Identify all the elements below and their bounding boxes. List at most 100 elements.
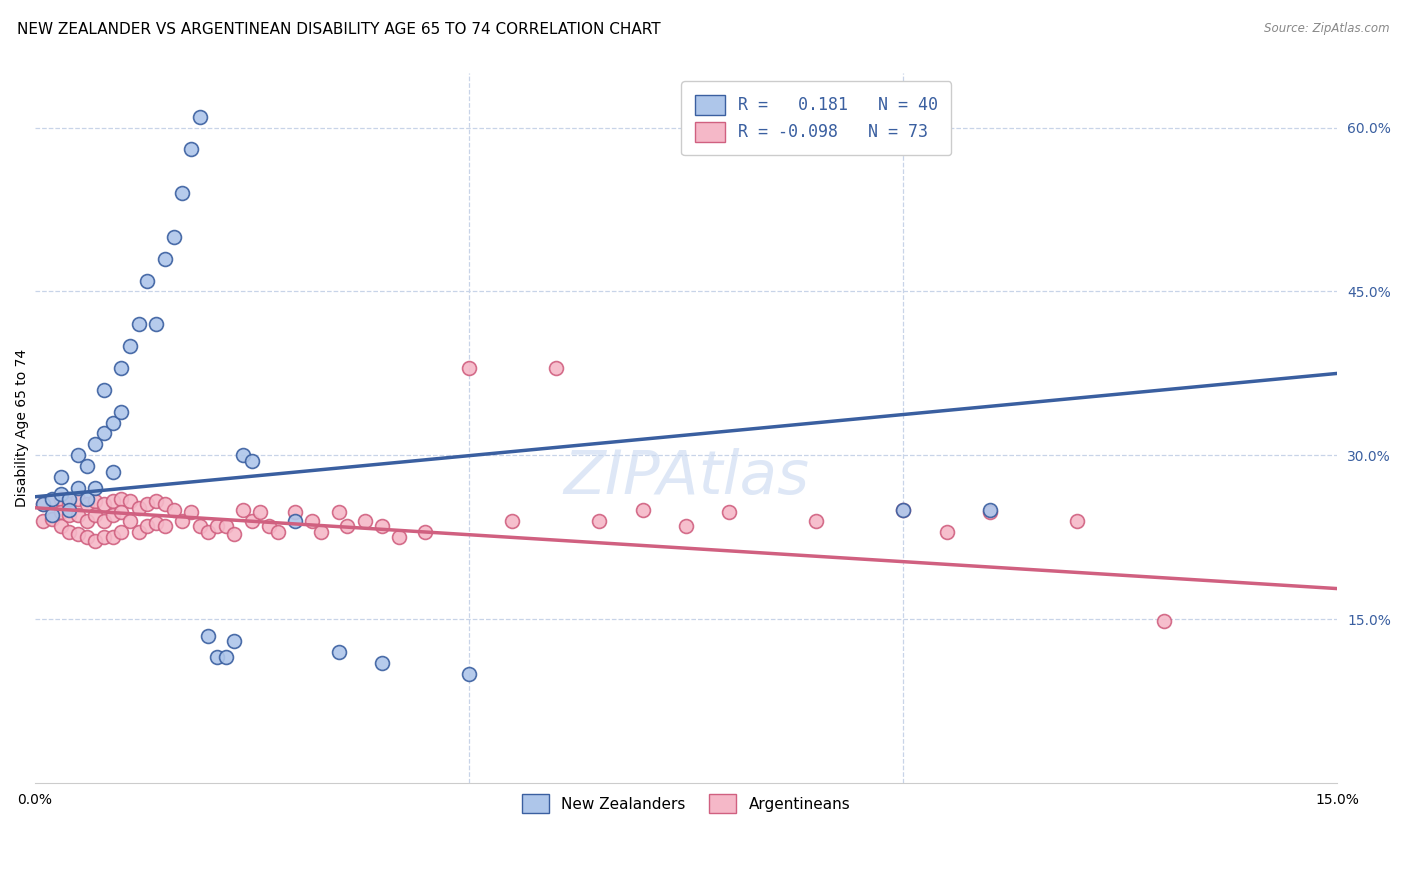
Point	[145, 494, 167, 508]
Point	[979, 503, 1001, 517]
Point	[631, 503, 654, 517]
Point	[188, 519, 211, 533]
Point	[328, 645, 350, 659]
Point	[249, 505, 271, 519]
Point	[935, 524, 957, 539]
Point	[257, 519, 280, 533]
Point	[84, 533, 107, 548]
Point	[128, 524, 150, 539]
Point	[49, 486, 72, 500]
Point	[66, 491, 89, 506]
Point	[544, 360, 567, 375]
Point	[32, 498, 55, 512]
Point	[284, 514, 307, 528]
Point	[388, 530, 411, 544]
Point	[328, 505, 350, 519]
Point	[110, 404, 132, 418]
Point	[101, 465, 124, 479]
Point	[84, 508, 107, 523]
Point	[58, 498, 80, 512]
Point	[180, 143, 202, 157]
Point	[41, 508, 63, 523]
Point	[172, 186, 194, 201]
Point	[66, 448, 89, 462]
Point	[232, 448, 254, 462]
Point	[58, 503, 80, 517]
Point	[120, 339, 142, 353]
Point	[501, 514, 523, 528]
Point	[120, 514, 142, 528]
Point	[153, 498, 176, 512]
Point	[301, 514, 323, 528]
Text: ZIPAtlas: ZIPAtlas	[562, 448, 808, 508]
Point	[162, 230, 184, 244]
Point	[205, 519, 228, 533]
Point	[240, 454, 263, 468]
Point	[41, 511, 63, 525]
Point	[66, 481, 89, 495]
Point	[979, 505, 1001, 519]
Point	[214, 519, 236, 533]
Point	[41, 494, 63, 508]
Point	[66, 508, 89, 523]
Point	[309, 524, 332, 539]
Text: Source: ZipAtlas.com: Source: ZipAtlas.com	[1264, 22, 1389, 36]
Point	[84, 494, 107, 508]
Point	[120, 494, 142, 508]
Point	[128, 317, 150, 331]
Point	[110, 524, 132, 539]
Point	[353, 514, 375, 528]
Point	[145, 317, 167, 331]
Point	[240, 514, 263, 528]
Point	[101, 494, 124, 508]
Point	[58, 524, 80, 539]
Point	[457, 666, 479, 681]
Point	[76, 530, 98, 544]
Y-axis label: Disability Age 65 to 74: Disability Age 65 to 74	[15, 349, 30, 507]
Point	[588, 514, 610, 528]
Point	[58, 491, 80, 506]
Point	[110, 491, 132, 506]
Point	[136, 498, 159, 512]
Point	[284, 505, 307, 519]
Point	[93, 383, 115, 397]
Point	[76, 514, 98, 528]
Point	[136, 519, 159, 533]
Point	[49, 470, 72, 484]
Legend: New Zealanders, Argentineans: New Zealanders, Argentineans	[509, 782, 862, 825]
Point	[718, 505, 741, 519]
Point	[267, 524, 290, 539]
Point	[457, 360, 479, 375]
Point	[93, 426, 115, 441]
Point	[415, 524, 437, 539]
Point	[180, 505, 202, 519]
Point	[197, 524, 219, 539]
Point	[891, 503, 914, 517]
Point	[153, 252, 176, 266]
Point	[172, 514, 194, 528]
Point	[41, 491, 63, 506]
Point	[110, 505, 132, 519]
Point	[58, 508, 80, 523]
Point	[110, 360, 132, 375]
Point	[66, 527, 89, 541]
Point	[84, 437, 107, 451]
Point	[1153, 615, 1175, 629]
Point	[197, 629, 219, 643]
Point	[84, 481, 107, 495]
Point	[93, 530, 115, 544]
Point	[224, 527, 246, 541]
Point	[224, 634, 246, 648]
Point	[162, 503, 184, 517]
Point	[49, 505, 72, 519]
Point	[232, 503, 254, 517]
Point	[49, 519, 72, 533]
Point	[101, 530, 124, 544]
Point	[49, 491, 72, 506]
Point	[371, 656, 394, 670]
Point	[76, 498, 98, 512]
Point	[371, 519, 394, 533]
Point	[93, 498, 115, 512]
Point	[336, 519, 359, 533]
Text: NEW ZEALANDER VS ARGENTINEAN DISABILITY AGE 65 TO 74 CORRELATION CHART: NEW ZEALANDER VS ARGENTINEAN DISABILITY …	[17, 22, 661, 37]
